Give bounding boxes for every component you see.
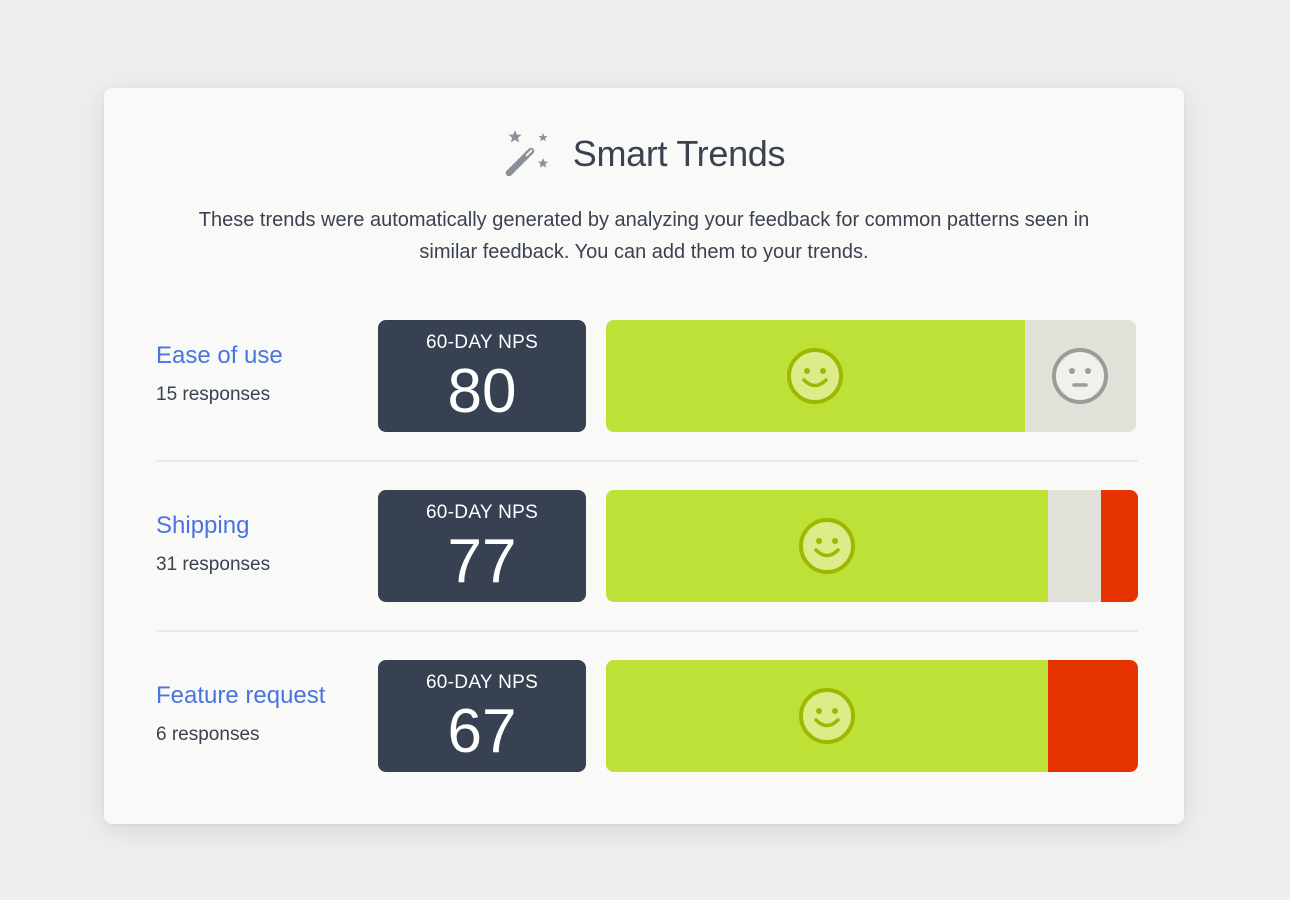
nps-score-box: 60-DAY NPS 77 <box>378 490 586 602</box>
promoter-segment <box>606 320 1025 432</box>
nps-breakdown-bar <box>606 320 1136 432</box>
nps-label: 60-DAY NPS <box>425 332 539 353</box>
trend-row-feature-request: Feature request 6 responses 60-DAY NPS 6… <box>156 660 1138 772</box>
happy-face-icon <box>798 688 855 744</box>
happy-face-icon <box>787 348 844 404</box>
happy-face-icon <box>798 518 855 574</box>
nps-label: 60-DAY NPS <box>425 672 539 693</box>
trend-name-link[interactable]: Feature request <box>156 682 326 709</box>
header: Smart Trends <box>104 128 1184 180</box>
nps-score-box: 60-DAY NPS 80 <box>378 320 586 432</box>
response-count: 6 responses <box>156 724 260 745</box>
passive-segment <box>1047 490 1101 602</box>
detractor-segment <box>1100 490 1138 602</box>
row-divider <box>156 460 1138 462</box>
trend-name-link[interactable]: Shipping <box>156 512 250 539</box>
smart-trends-card: Smart Trends These trends were automatic… <box>104 88 1184 824</box>
promoter-segment <box>606 490 1048 602</box>
nps-value: 77 <box>447 527 517 596</box>
page-title: Smart Trends <box>572 133 786 174</box>
detractor-segment <box>1047 660 1138 772</box>
nps-breakdown-bar <box>606 490 1138 602</box>
passive-segment <box>1024 320 1136 432</box>
nps-score-box: 60-DAY NPS 67 <box>378 660 586 772</box>
description-text: These trends were automatically generate… <box>198 209 1090 263</box>
promoter-segment <box>606 660 1048 772</box>
row-divider <box>156 630 1138 632</box>
response-count: 31 responses <box>156 554 271 575</box>
trend-name-link[interactable]: Ease of use <box>156 342 283 369</box>
nps-value: 67 <box>447 697 517 766</box>
magic-wand-icon <box>505 130 548 177</box>
response-count: 15 responses <box>156 384 271 405</box>
neutral-face-icon <box>1052 348 1109 404</box>
nps-label: 60-DAY NPS <box>425 502 539 523</box>
trend-row-shipping: Shipping 31 responses 60-DAY NPS 77 <box>156 490 1138 602</box>
trend-row-ease-of-use: Ease of use 15 responses 60-DAY NPS 80 <box>156 320 1138 432</box>
nps-breakdown-bar <box>606 660 1138 772</box>
nps-value: 80 <box>447 357 517 426</box>
